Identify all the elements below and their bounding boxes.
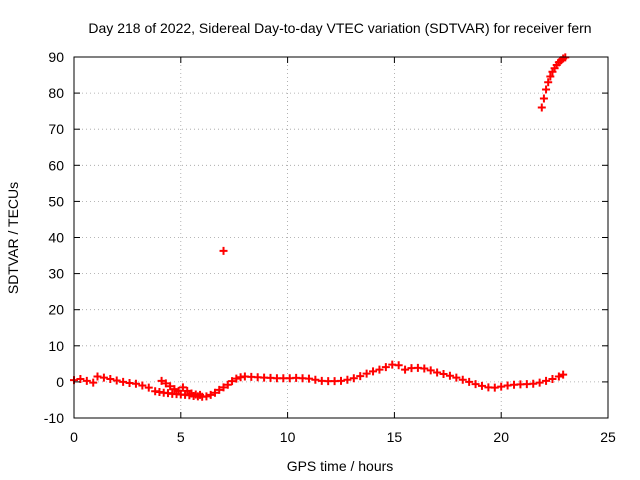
x-tick-label: 5 [177,429,185,445]
data-point [546,72,555,81]
x-tick-label: 0 [70,429,78,445]
data-point [458,375,467,384]
data-point [178,383,187,392]
y-tick-label: -10 [44,410,64,426]
y-tick-label: 90 [48,49,64,65]
data-point [138,381,147,390]
x-tick-label: 25 [600,429,616,445]
data-point [187,389,196,398]
y-tick-label: 50 [48,193,64,209]
data-point [311,375,320,384]
data-point [157,376,166,385]
data-point [206,390,215,399]
y-tick-label: 70 [48,121,64,137]
chart-title: Day 218 of 2022, Sidereal Day-to-day VTE… [88,20,591,36]
y-tick-label: 20 [48,302,64,318]
data-point [119,377,128,386]
y-tick-label: 10 [48,338,64,354]
data-point [433,368,442,377]
data-point [426,366,435,375]
data-point [76,375,85,384]
data-point [452,373,461,382]
data-point [174,386,183,395]
data-point [369,367,378,376]
x-tick-label: 10 [280,429,296,445]
data-point [170,385,179,394]
data-point [210,388,219,397]
data-point [144,383,153,392]
data-point [93,372,102,381]
data-point [554,372,563,381]
data-point [215,385,224,394]
data-point [401,365,410,374]
data-point [497,382,506,391]
data-point [471,380,480,389]
data-point [89,378,98,387]
data-point [202,392,211,401]
data-point [535,378,544,387]
data-point [166,382,175,391]
data-point [219,383,228,392]
data-point [343,375,352,384]
data-point [544,78,553,87]
data-point [337,376,345,385]
data-point [82,376,91,385]
data-point [381,363,390,372]
axis-ticks: 0 5 10 15 20 25 -10 0 10 20 30 40 50 60 70 80 90 [44,49,616,445]
data-point [99,373,108,382]
data-points [70,53,570,401]
data-point [183,386,192,395]
y-axis-label: SDTVAR / TECUs [5,182,21,294]
data-point [362,369,371,378]
y-tick-label: 80 [48,85,64,101]
data-point [559,370,568,379]
data-point [106,375,115,384]
data-point [232,374,241,383]
data-point [223,380,232,389]
data-point [542,85,551,94]
grid-lines [74,57,608,418]
data-point [304,374,313,383]
data-point [375,365,384,374]
data-point [219,246,228,255]
data-point [112,376,121,385]
data-point [548,375,557,384]
data-point [394,361,403,370]
data-point [529,379,538,388]
y-tick-label: 60 [48,157,64,173]
data-point [420,364,429,373]
data-point [349,374,358,383]
x-tick-label: 15 [387,429,403,445]
data-point [465,377,474,386]
data-point [196,390,205,399]
data-point [228,377,237,386]
y-tick-label: 0 [56,374,64,390]
y-tick-label: 40 [48,230,64,246]
y-tick-label: 30 [48,266,64,282]
x-tick-label: 20 [493,429,509,445]
data-point [445,371,454,380]
data-point [131,379,140,388]
data-point [542,376,551,385]
data-point [161,379,170,388]
data-point [356,372,365,381]
data-point [539,94,548,103]
data-point [477,381,486,390]
data-point [439,369,448,378]
x-axis-label: GPS time / hours [287,458,394,474]
data-point [537,103,546,112]
data-point [490,383,499,392]
